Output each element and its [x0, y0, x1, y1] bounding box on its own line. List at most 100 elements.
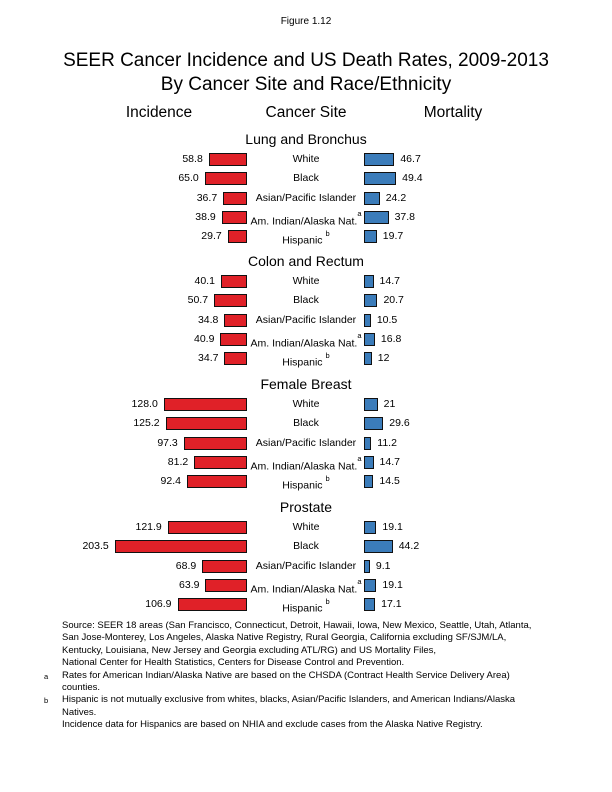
incidence-bar — [167, 521, 247, 534]
incidence-bar — [163, 398, 247, 411]
mortality-bar — [364, 540, 393, 554]
footnote-text: Hispanic is not mutually exclusive from … — [62, 694, 612, 719]
column-header-cancer-site: Cancer Site — [265, 104, 347, 121]
incidence-bar — [208, 153, 247, 166]
chart-row: 128.0 White 21 — [0, 395, 612, 414]
mortality-value: 14.7 — [379, 455, 400, 468]
footnote-marker: b — [44, 696, 49, 706]
mortality-bar — [364, 352, 372, 365]
chart-row: 97.3 Asian/Pacific Islander 11.2 — [0, 434, 612, 453]
footnote-line: National Center for Health Statistics, C… — [62, 657, 405, 669]
chart-row: 29.7 Hispanicb 19.7 — [0, 227, 612, 247]
mortality-bar — [364, 455, 374, 469]
chart-row: 58.8 White 46.7 — [0, 150, 612, 169]
footnote-line: San Jose-Monterey, Los Angeles, Alaska N… — [62, 632, 507, 644]
mortality-bar — [364, 417, 384, 431]
incidence-value: 38.9 — [195, 210, 216, 223]
mortality-value: 21 — [383, 398, 396, 410]
incidence-value: 34.7 — [198, 352, 219, 364]
category-footnote-marker: b — [325, 596, 330, 606]
footnote-text: Source: SEER 18 areas (San Francisco, Co… — [62, 620, 612, 670]
footnote: a Rates for American Indian/Alaska Native… — [0, 670, 612, 695]
incidence-bar — [114, 540, 247, 554]
incidence-value: 128.0 — [131, 398, 158, 410]
race-label: Asian/Pacific Islander — [255, 191, 357, 204]
mortality-value: 19.1 — [382, 521, 403, 533]
chart-section: Prostate 121.9 White 19.1 203.5 Black 44.2 68.9… — [0, 499, 612, 622]
footnote-line: Natives. — [62, 706, 97, 718]
column-header-mortality: Mortality — [423, 104, 483, 121]
figure-title: SEER Cancer Incidence and US Death Rates… — [0, 49, 612, 97]
mortality-value: 19.1 — [382, 578, 403, 591]
race-label: Asian/Pacific Islander — [255, 313, 357, 326]
mortality-bar — [364, 521, 377, 534]
mortality-bar — [364, 294, 378, 308]
incidence-value: 68.9 — [175, 559, 197, 572]
section-title: Colon and Rectum — [248, 253, 364, 269]
incidence-bar — [177, 598, 247, 611]
race-label: Am. Indian/Alaska Nat.a — [250, 209, 362, 228]
mortality-value: 14.5 — [379, 475, 400, 487]
mortality-bar — [364, 436, 372, 450]
chart-row: 40.1 White 14.7 — [0, 272, 612, 291]
incidence-bar — [202, 559, 247, 573]
incidence-value: 40.1 — [194, 275, 215, 287]
section-title: Lung and Bronchus — [245, 131, 367, 147]
chart-row: 121.9 White 19.1 — [0, 518, 612, 537]
chart-row: 92.4 Hispanicb 14.5 — [0, 472, 612, 492]
race-label: White — [292, 398, 320, 410]
footnote-line: Kentucky, Louisiana, New Jersey and Geor… — [62, 644, 437, 656]
race-label: Hispanicb — [282, 350, 330, 369]
mortality-bar — [364, 559, 370, 573]
mortality-bar — [364, 313, 371, 327]
incidence-value: 65.0 — [178, 172, 199, 185]
race-label: Black — [293, 540, 319, 553]
incidence-bar — [205, 578, 247, 592]
mortality-value: 16.8 — [380, 332, 402, 345]
figure-title-line1: SEER Cancer Incidence and US Death Rates… — [63, 50, 549, 71]
race-label: White — [292, 153, 320, 165]
mortality-bar — [364, 578, 377, 592]
footnote-line: Hispanic is not mutually exclusive from … — [62, 694, 516, 706]
mortality-bar — [364, 598, 376, 611]
incidence-bar — [194, 455, 247, 469]
chart-row: 68.9 Asian/Pacific Islander 9.1 — [0, 557, 612, 576]
race-label: Black — [293, 172, 319, 185]
mortality-bar — [364, 191, 380, 205]
incidence-value: 203.5 — [82, 540, 109, 553]
mortality-bar — [364, 230, 377, 243]
mortality-bar — [364, 332, 375, 346]
mortality-value: 11.2 — [377, 436, 397, 449]
mortality-value: 17.1 — [381, 598, 402, 610]
incidence-value: 63.9 — [179, 578, 200, 591]
mortality-value: 37.8 — [394, 210, 415, 223]
incidence-value: 36.7 — [196, 191, 218, 204]
incidence-bar — [220, 332, 247, 346]
incidence-value: 40.9 — [193, 332, 215, 345]
race-label: Am. Indian/Alaska Nat.a — [250, 454, 362, 473]
footnote-text: Incidence data for Hispanics are based o… — [62, 719, 612, 731]
race-label: Asian/Pacific Islander — [255, 436, 357, 449]
chart-section: Female Breast 128.0 White 21 125.2 Black 29.6 9… — [0, 376, 612, 499]
incidence-value: 92.4 — [160, 475, 181, 487]
chart-row: 125.2 Black 29.6 — [0, 414, 612, 433]
mortality-value: 19.7 — [382, 230, 404, 242]
incidence-value: 58.8 — [182, 153, 203, 165]
incidence-value: 125.2 — [133, 417, 160, 430]
category-footnote-marker: b — [325, 350, 330, 360]
incidence-bar — [227, 230, 247, 243]
race-label: White — [292, 521, 320, 533]
mortality-value: 12 — [377, 352, 390, 364]
mortality-value: 14.7 — [379, 275, 400, 287]
race-label: Hispanicb — [282, 596, 330, 615]
chart-row: 38.9 Am. Indian/Alaska Nat.a 37.8 — [0, 208, 612, 227]
incidence-bar — [220, 275, 247, 288]
incidence-value: 29.7 — [201, 230, 222, 242]
footnote-line: Rates for American Indian/Alaska Native … — [62, 669, 510, 681]
mortality-bar — [364, 172, 397, 186]
section-title: Prostate — [279, 499, 333, 515]
chart-row: 65.0 Black 49.4 — [0, 169, 612, 188]
chart-row: 34.8 Asian/Pacific Islander 10.5 — [0, 311, 612, 330]
chart-row: 34.7 Hispanicb 12 — [0, 349, 612, 369]
chart-row: 36.7 Asian/Pacific Islander 24.2 — [0, 189, 612, 208]
